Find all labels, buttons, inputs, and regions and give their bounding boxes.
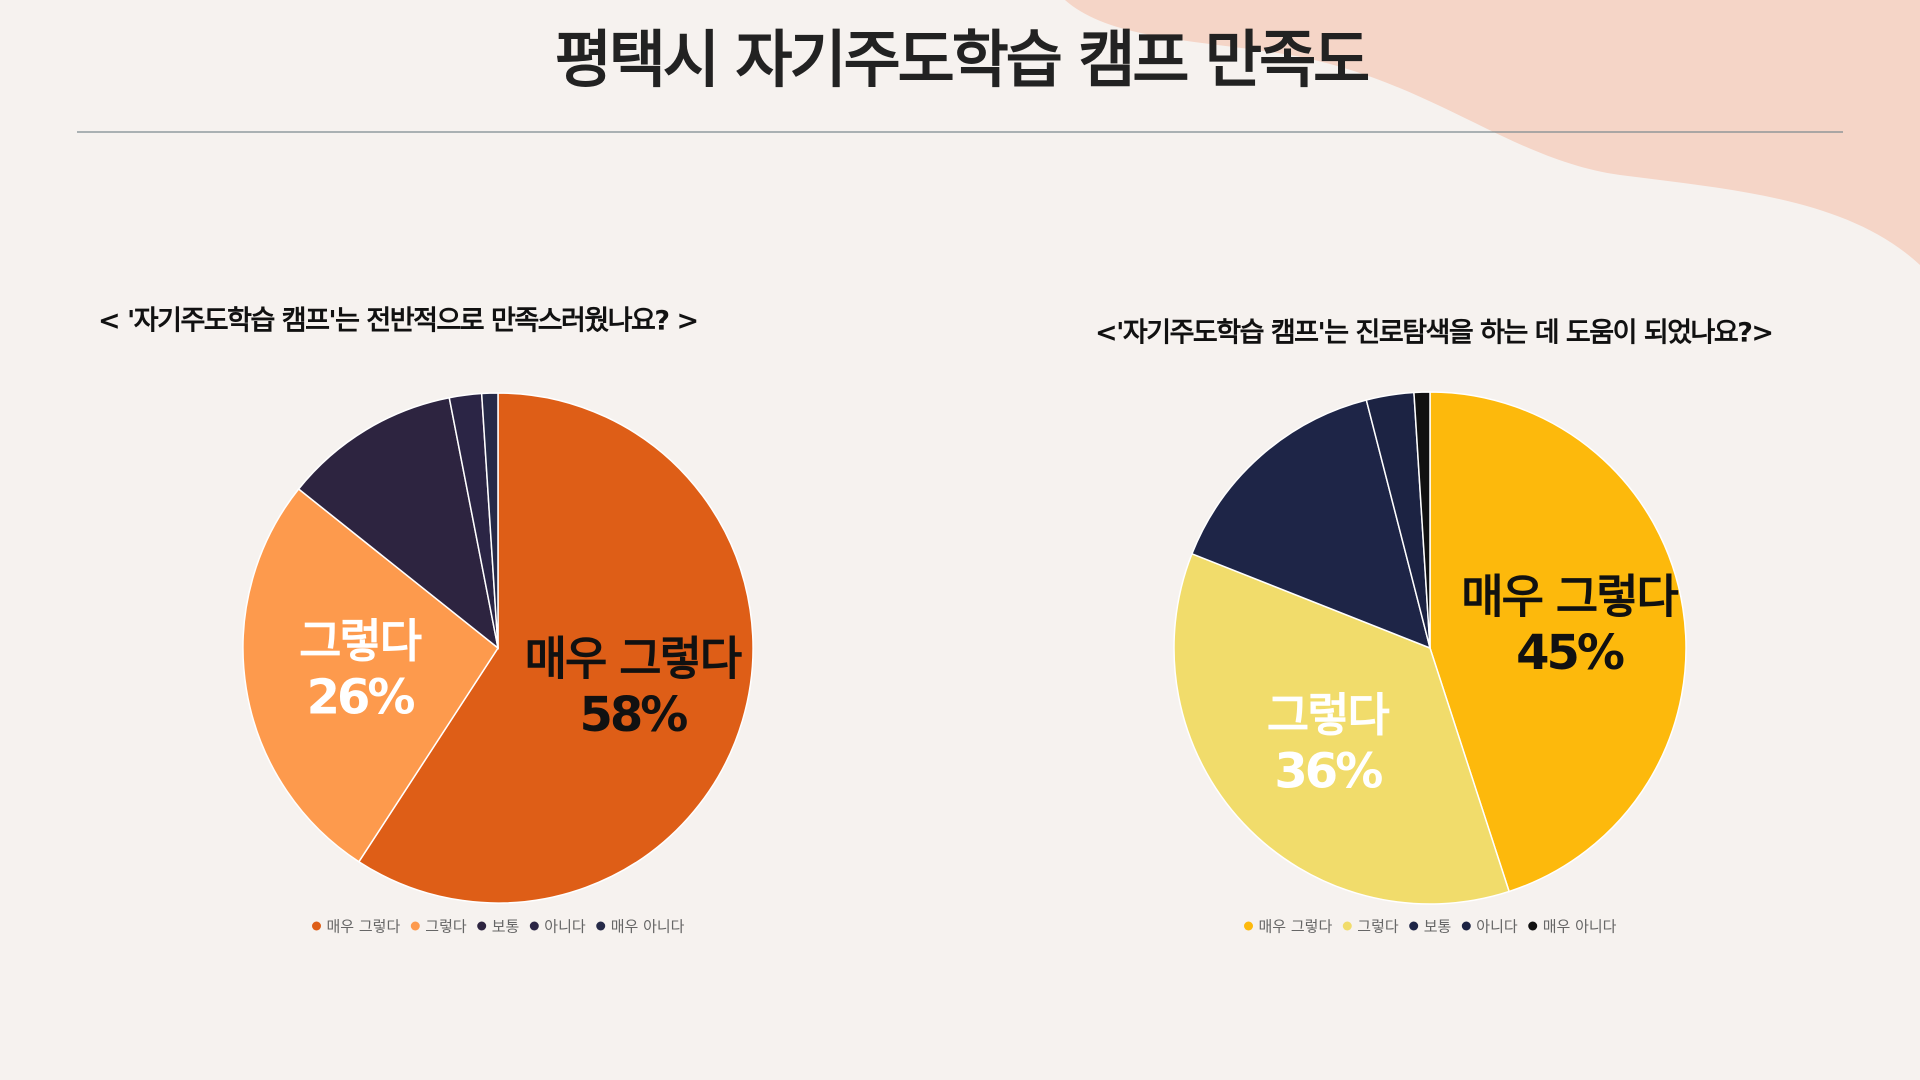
chart-title: <'자기주도학습 캠프'는 진로탐색을 하는 데 도움이 되었나요?>	[1095, 318, 1773, 349]
chart-title: < '자기주도학습 캠프'는 전반적으로 만족스러웠나요? >	[98, 306, 698, 337]
data-label-value: 45%	[1516, 625, 1624, 681]
legend-label: 그렇다	[425, 918, 467, 936]
legend-label: 아니다	[1476, 918, 1518, 936]
pie-slice	[1413, 391, 1431, 649]
data-label-name: 그렇다	[1267, 688, 1390, 742]
legend-label: 보통	[1424, 918, 1452, 936]
legend-label: 매우 아니다	[611, 918, 685, 936]
pie-slice	[1173, 552, 1511, 905]
legend-marker	[1244, 921, 1254, 931]
decor-blob	[1065, 0, 1920, 265]
legend-marker	[312, 921, 322, 931]
legend-label: 매우 아니다	[1543, 918, 1617, 936]
legend-label: 매우 그렇다	[1259, 918, 1333, 936]
data-label-name: 그렇다	[299, 614, 422, 668]
legend: 매우 그렇다 그렇다 보통 아니다 매우 아니다	[1244, 918, 1617, 936]
data-label-value: 26%	[307, 669, 415, 725]
pie-slice	[480, 392, 499, 649]
data-label-value: 36%	[1274, 743, 1382, 799]
legend-label: 매우 그렇다	[327, 918, 401, 936]
legend-marker	[1528, 921, 1538, 931]
legend-marker	[596, 921, 606, 931]
pie-slice	[1429, 391, 1687, 893]
legend-label: 보통	[492, 918, 520, 936]
page-title: 평택시 자기주도학습 캠프 만족도	[555, 23, 1368, 96]
pie-slice	[1191, 399, 1432, 650]
pie-slice	[297, 396, 500, 650]
data-label-name: 매우 그렇다	[1461, 569, 1678, 623]
pie-slice	[242, 487, 500, 863]
legend-marker	[1409, 921, 1419, 931]
legend-marker	[1342, 921, 1352, 931]
legend-marker	[529, 921, 539, 931]
legend-label: 아니다	[544, 918, 586, 936]
legend-marker	[477, 921, 487, 931]
legend-marker	[410, 921, 420, 931]
legend-marker	[1461, 921, 1471, 931]
legend: 매우 그렇다 그렇다 보통 아니다 매우 아니다	[312, 918, 685, 936]
data-label-name: 매우 그렇다	[525, 631, 742, 685]
data-label-value: 58%	[580, 687, 688, 743]
pie-slice	[357, 392, 754, 904]
legend-label: 그렇다	[1357, 918, 1399, 936]
